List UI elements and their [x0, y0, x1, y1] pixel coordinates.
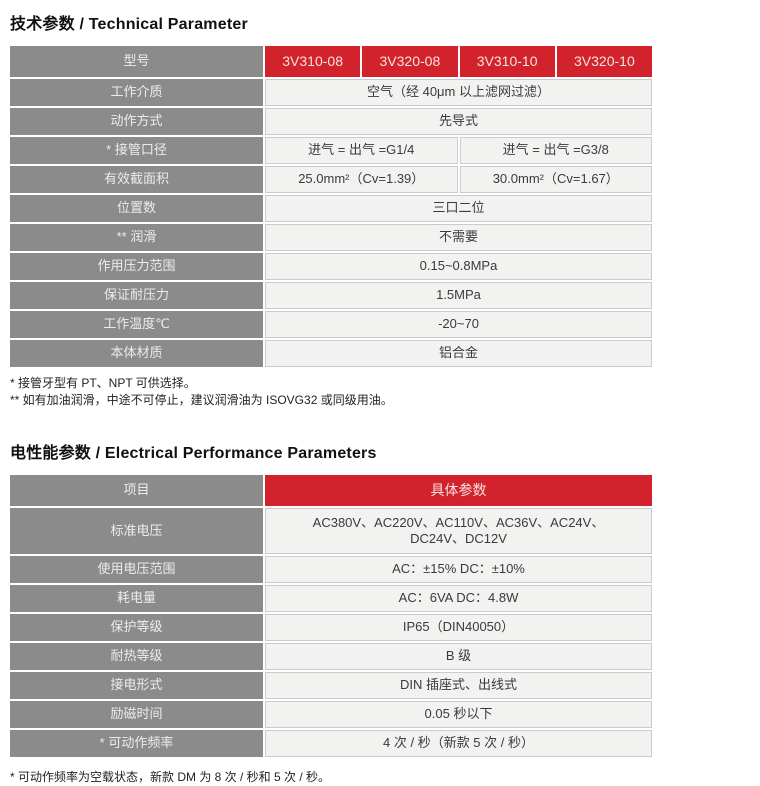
footnote-lubrication: ** 如有加油润滑，中途不可停止，建议润滑油为 ISOVG32 或同级用油。 [10, 393, 393, 407]
table-row-temperature: 工作温度℃ -20~70 [10, 311, 652, 338]
model-header-cell: 3V310-10 [459, 46, 555, 77]
row-label-model: 型号 [10, 46, 263, 77]
row-label: 保证耐压力 [10, 282, 263, 309]
table-row-body-material: 本体材质 铝合金 [10, 340, 652, 367]
table-row-positions: 位置数 三口二位 [10, 195, 652, 222]
technical-footnotes: * 接管牙型有 PT、NPT 可供选择。 ** 如有加油润滑，中途不可停止，建议… [10, 375, 750, 409]
table-row-port-size: * 接管口径 进气 = 出气 =G1/4 进气 = 出气 =G3/8 [10, 137, 652, 164]
row-value: 铝合金 [265, 340, 652, 367]
row-label: 本体材质 [10, 340, 263, 367]
row-value: 不需要 [265, 224, 652, 251]
table-row-voltage-range: 使用电压范围 AC：±15% DC：±10% [10, 556, 652, 583]
electrical-section-title: 电性能参数 / Electrical Performance Parameter… [10, 445, 377, 462]
row-value: 进气 = 出气 =G1/4 [265, 137, 458, 164]
technical-section-title: 技术参数 / Technical Parameter [10, 16, 248, 33]
row-value: -20~70 [265, 311, 652, 338]
row-label: ** 润滑 [10, 224, 263, 251]
row-value: 空气（经 40μm 以上滤网过滤） [265, 79, 652, 106]
row-label: 有效截面积 [10, 166, 263, 193]
model-header-cell: 3V320-10 [556, 46, 652, 77]
row-label: 工作温度℃ [10, 311, 263, 338]
table-row-protection-grade: 保护等级 IP65（DIN40050） [10, 614, 652, 641]
row-label: 标准电压 [10, 508, 263, 554]
row-value: 三口二位 [265, 195, 652, 222]
row-value: B 级 [265, 643, 652, 670]
table-row-working-medium: 工作介质 空气（经 40μm 以上滤网过滤） [10, 79, 652, 106]
row-label: 接电形式 [10, 672, 263, 699]
table-row-lubrication: ** 润滑 不需要 [10, 224, 652, 251]
row-label: 耗电量 [10, 585, 263, 612]
row-label: 耐热等级 [10, 643, 263, 670]
table-row-pressure-range: 作用压力范围 0.15~0.8MPa [10, 253, 652, 280]
row-label: * 可动作频率 [10, 730, 263, 757]
row-value: 先导式 [265, 108, 652, 135]
row-label: 工作介质 [10, 79, 263, 106]
row-value: 30.0mm²（Cv=1.67） [459, 166, 652, 193]
row-value: 25.0mm²（Cv=1.39） [265, 166, 458, 193]
table-row-actuation: 动作方式 先导式 [10, 108, 652, 135]
table-row-electrical-header: 项目 具体参数 [10, 475, 652, 506]
table-row-standard-voltage: 标准电压 AC380V、AC220V、AC110V、AC36V、AC24V、 D… [10, 508, 652, 554]
row-value: AC：6VA DC：4.8W [265, 585, 652, 612]
technical-parameter-table: 型号 3V310-08 3V320-08 3V310-10 3V320-10 工… [10, 46, 652, 367]
table-row-operating-frequency: * 可动作频率 4 次 / 秒（新款 5 次 / 秒） [10, 730, 652, 757]
table-row-proof-pressure: 保证耐压力 1.5MPa [10, 282, 652, 309]
table-row-excitation-time: 励磁时间 0.05 秒以下 [10, 701, 652, 728]
electrical-parameter-table: 项目 具体参数 标准电压 AC380V、AC220V、AC110V、AC36V、… [10, 475, 652, 757]
electrical-header-cell: 具体参数 [265, 475, 652, 506]
footnote-frequency: * 可动作频率为空载状态，新款 DM 为 8 次 / 秒和 5 次 / 秒。 [10, 770, 331, 784]
row-label: * 接管口径 [10, 137, 263, 164]
row-value: AC：±15% DC：±10% [265, 556, 652, 583]
model-header-cell: 3V320-08 [362, 46, 458, 77]
model-header-cell: 3V310-08 [265, 46, 361, 77]
table-row-effective-area: 有效截面积 25.0mm²（Cv=1.39） 30.0mm²（Cv=1.67） [10, 166, 652, 193]
footnote-thread-type: * 接管牙型有 PT、NPT 可供选择。 [10, 376, 196, 390]
electrical-footnotes: * 可动作频率为空载状态，新款 DM 为 8 次 / 秒和 5 次 / 秒。 [10, 769, 750, 786]
row-label: 动作方式 [10, 108, 263, 135]
row-label: 励磁时间 [10, 701, 263, 728]
row-value: 0.15~0.8MPa [265, 253, 652, 280]
row-value: IP65（DIN40050） [265, 614, 652, 641]
row-label-item: 项目 [10, 475, 263, 506]
row-value: 4 次 / 秒（新款 5 次 / 秒） [265, 730, 652, 757]
row-value: 0.05 秒以下 [265, 701, 652, 728]
row-label: 位置数 [10, 195, 263, 222]
row-value: DIN 插座式、出线式 [265, 672, 652, 699]
row-label: 作用压力范围 [10, 253, 263, 280]
row-value: 进气 = 出气 =G3/8 [459, 137, 652, 164]
row-value: 1.5MPa [265, 282, 652, 309]
table-row-power-consumption: 耗电量 AC：6VA DC：4.8W [10, 585, 652, 612]
table-row-model-header: 型号 3V310-08 3V320-08 3V310-10 3V320-10 [10, 46, 652, 77]
row-value: AC380V、AC220V、AC110V、AC36V、AC24V、 DC24V、… [265, 508, 652, 554]
table-row-connection-type: 接电形式 DIN 插座式、出线式 [10, 672, 652, 699]
table-row-heat-resistance: 耐热等级 B 级 [10, 643, 652, 670]
row-label: 保护等级 [10, 614, 263, 641]
row-label: 使用电压范围 [10, 556, 263, 583]
